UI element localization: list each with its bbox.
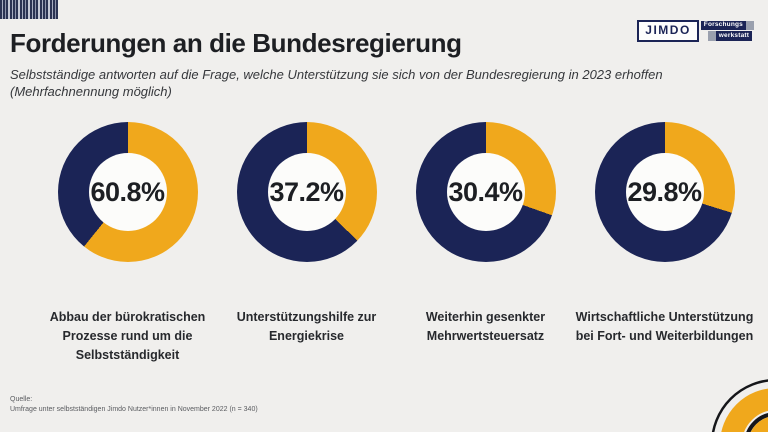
donut-hole: 37.2% — [267, 153, 346, 231]
source-label: Quelle: — [10, 396, 33, 403]
logo-gray-block — [746, 20, 754, 30]
donut-value: 60.8% — [90, 176, 165, 207]
chart-label: Weiterhin gesenkter Mehrwertsteuersatz — [425, 310, 546, 343]
donut-value: 37.2% — [269, 176, 344, 207]
chart-label: Unterstützungshilfe zur Energiekrise — [236, 310, 377, 343]
forschungswerkstatt-tag: Forschungs werkstatt — [700, 20, 754, 41]
donut-hole: 60.8% — [88, 153, 167, 231]
donut-value: 30.4% — [448, 176, 523, 207]
chart-column: 37.2% Unterstützungshilfe zur Energiekris… — [217, 122, 396, 365]
source-note: Quelle: Umfrage unter selbstständigen Ji… — [10, 395, 258, 415]
donut-chart: 29.8% — [594, 122, 735, 262]
donut-hole: 29.8% — [625, 153, 704, 231]
logo-line-werkstatt: werkstatt — [715, 31, 753, 41]
logo-gray-block — [707, 31, 716, 41]
donut-chart: 60.8% — [57, 122, 198, 262]
jimdo-logo: JIMDO — [637, 20, 699, 42]
donut-hole: 30.4% — [446, 153, 525, 231]
page-title: Forderungen an die Bundesregierung — [10, 28, 462, 58]
logo-line-forschungs: Forschungs — [700, 20, 746, 30]
donut-charts-row: 60.8% Abbau der bürokratischen Prozesse r… — [38, 122, 754, 365]
header: Forderungen an die Bundesregierung Selbs… — [0, 0, 768, 100]
chart-column: 60.8% Abbau der bürokratischen Prozesse r… — [38, 122, 217, 365]
corner-sun-decoration — [711, 379, 768, 432]
chart-label: Wirtschaftliche Unterstützung bei Fort- … — [575, 310, 754, 343]
chart-label: Abbau der bürokratischen Prozesse rund u… — [49, 310, 206, 362]
jimdo-forschungswerkstatt-logo: JIMDO Forschungs werkstatt — [637, 20, 754, 42]
donut-value: 29.8% — [627, 176, 702, 207]
page-subtitle: Selbstständige antworten auf die Frage, … — [10, 67, 663, 99]
source-text: Umfrage unter selbstständigen Jimdo Nutz… — [10, 406, 258, 413]
chart-column: 30.4% Weiterhin gesenkter Mehrwertsteuers… — [396, 122, 575, 365]
donut-chart: 37.2% — [236, 122, 377, 262]
donut-chart: 30.4% — [415, 122, 556, 262]
barcode-stripes-decoration — [0, 0, 58, 19]
chart-column: 29.8% Wirtschaftliche Unterstützung bei F… — [575, 122, 754, 365]
